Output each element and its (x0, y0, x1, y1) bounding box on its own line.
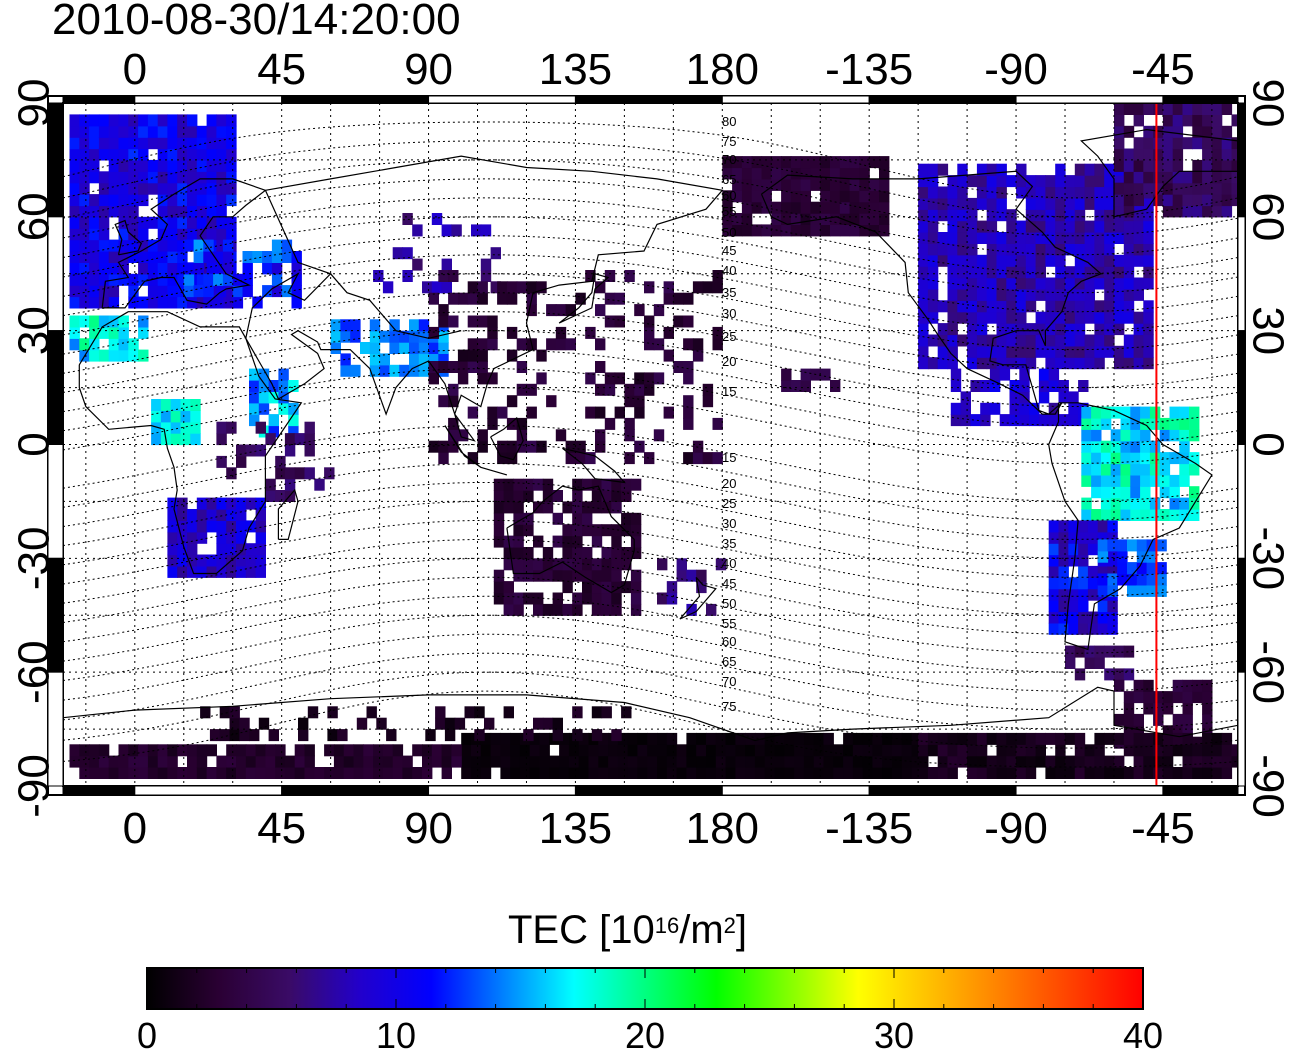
left-axis-bar (47, 102, 64, 787)
colorbar-minor-ticks (146, 968, 1144, 1009)
top-tick-label: 90 (404, 45, 453, 94)
colorbar-title-main: TEC [10 (508, 908, 655, 952)
top-axis-bar (62, 95, 1239, 104)
bottom-tick-label: 180 (686, 804, 759, 853)
colorbar-tick-label: 20 (624, 1015, 666, 1056)
bottom-tick-label: -90 (984, 804, 1048, 853)
top-tick-label: 135 (539, 45, 612, 94)
top-tick-label: 0 (123, 45, 147, 94)
coastlines (63, 128, 1238, 742)
colorbar-title-end: ] (735, 908, 748, 952)
top-tick-label: -45 (1131, 45, 1195, 94)
mlat-label: 65 (722, 172, 736, 187)
mlat-label: 60 (722, 188, 736, 203)
mlat-label: 50 (722, 596, 736, 611)
mlat-label: 20 (722, 476, 736, 491)
mlat-label: 70 (722, 674, 736, 689)
right-tick-label: 60 (1244, 192, 1292, 241)
colorbar-title-exp1: 16 (654, 913, 680, 938)
mlat-label: 65 (722, 654, 736, 669)
colorbar-tick-label: 30 (873, 1015, 915, 1056)
mlat-label: 20 (722, 354, 736, 369)
left-tick-label: 90 (10, 79, 59, 128)
mlat-label: 45 (722, 576, 736, 591)
bottom-tick-label: 45 (257, 804, 306, 853)
colorbar-tick-label: 40 (1122, 1015, 1164, 1056)
mlat-label: 35 (722, 536, 736, 551)
left-latitude-ticks: 90 60 30 0 -30 -60 -90 (10, 79, 59, 818)
left-tick-label: 60 (10, 192, 59, 241)
mlat-label: 30 (722, 516, 736, 531)
mlat-label: 25 (722, 329, 736, 344)
mlat-label: 15 (722, 384, 736, 399)
lat-lon-grid (63, 103, 1238, 786)
bottom-tick-label: 135 (539, 804, 612, 853)
mlat-label: 30 (722, 306, 736, 321)
top-longitude-ticks: 0 45 90 135 180 -135 -90 -45 (123, 45, 1195, 94)
bottom-axis-bar (62, 785, 1239, 796)
mlat-label: 35 (722, 285, 736, 300)
right-latitude-ticks: 90 60 30 0 -30 -60 -90 (1244, 79, 1292, 818)
magnetic-latitude-labels: 8075706560555045403530252015152025303540… (722, 114, 736, 714)
bottom-tick-label: 90 (404, 804, 453, 853)
top-tick-label: -90 (984, 45, 1048, 94)
top-tick-label: -135 (825, 45, 913, 94)
colorbar-title: TEC [1016/m2] (508, 906, 747, 954)
right-tick-label: -60 (1244, 640, 1292, 704)
colorbar-title-mid: /m (679, 908, 724, 952)
colorbar-tick-label: 10 (375, 1015, 417, 1056)
bottom-tick-label: -45 (1131, 804, 1195, 853)
mlat-label: 55 (722, 204, 736, 219)
right-tick-label: 30 (1244, 306, 1292, 355)
top-tick-label: 45 (257, 45, 306, 94)
left-tick-label: 30 (10, 306, 59, 355)
mlat-label: 60 (722, 634, 736, 649)
mlat-label: 15 (722, 450, 736, 465)
bottom-tick-label: -135 (825, 804, 913, 853)
mlat-label: 25 (722, 496, 736, 511)
mlat-label: 75 (722, 134, 736, 149)
colorbar-tick-label: 0 (136, 1015, 158, 1056)
right-tick-label: -90 (1244, 754, 1292, 818)
left-tick-label: 0 (10, 432, 59, 456)
bottom-tick-label: 0 (123, 804, 147, 853)
mlat-label: 40 (722, 556, 736, 571)
mlat-label: 40 (722, 263, 736, 278)
top-tick-label: 180 (686, 45, 759, 94)
mlat-label: 80 (722, 114, 736, 129)
right-axis-bar (1237, 102, 1246, 787)
bottom-longitude-ticks: 0 45 90 135 180 -135 -90 -45 (123, 804, 1195, 853)
page-title: 2010-08-30/14:20:00 (52, 0, 461, 44)
mlat-label: 50 (722, 225, 736, 240)
mlat-label: 70 (722, 152, 736, 167)
right-tick-label: 0 (1244, 432, 1292, 456)
left-tick-label: -60 (10, 640, 59, 704)
mlat-label: 55 (722, 616, 736, 631)
mlat-label: 45 (722, 243, 736, 258)
right-tick-label: 90 (1244, 79, 1292, 128)
colorbar-title-exp2: 2 (723, 913, 736, 938)
left-tick-label: -90 (10, 754, 59, 818)
mlat-label: 75 (722, 699, 736, 714)
right-tick-label: -30 (1244, 527, 1292, 591)
left-tick-label: -30 (10, 527, 59, 591)
tec-data-layer (69, 103, 1238, 779)
